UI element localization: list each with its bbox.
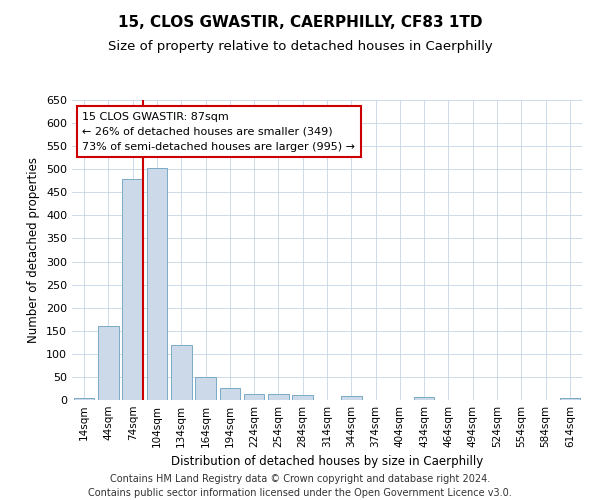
Bar [171, 344, 191, 400]
Text: 15, CLOS GWASTIR, CAERPHILLY, CF83 1TD: 15, CLOS GWASTIR, CAERPHILLY, CF83 1TD [118, 15, 482, 30]
Bar [74, 398, 94, 400]
Bar [560, 398, 580, 400]
Y-axis label: Number of detached properties: Number of detached properties [28, 157, 40, 343]
Text: Size of property relative to detached houses in Caerphilly: Size of property relative to detached ho… [107, 40, 493, 53]
X-axis label: Distribution of detached houses by size in Caerphilly: Distribution of detached houses by size … [171, 456, 483, 468]
Bar [220, 388, 240, 400]
Bar [146, 168, 167, 400]
Bar [195, 377, 216, 400]
Bar [244, 394, 265, 400]
Text: 15 CLOS GWASTIR: 87sqm
← 26% of detached houses are smaller (349)
73% of semi-de: 15 CLOS GWASTIR: 87sqm ← 26% of detached… [82, 112, 355, 152]
Bar [98, 326, 119, 400]
Bar [122, 180, 143, 400]
Bar [292, 396, 313, 400]
Bar [414, 397, 434, 400]
Bar [341, 396, 362, 400]
Bar [268, 394, 289, 400]
Text: Contains HM Land Registry data © Crown copyright and database right 2024.
Contai: Contains HM Land Registry data © Crown c… [88, 474, 512, 498]
